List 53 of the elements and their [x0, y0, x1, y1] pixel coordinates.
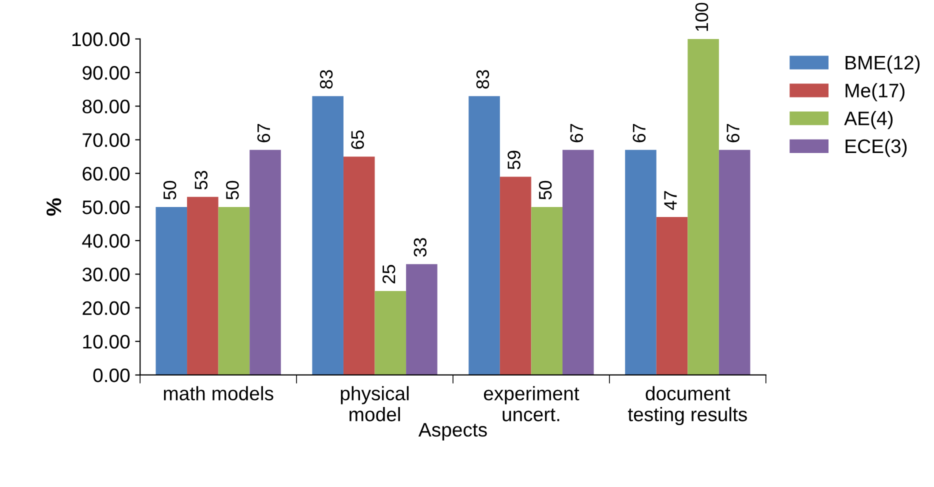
bar	[250, 150, 281, 375]
bar	[343, 156, 375, 375]
legend-label: Me(17)	[846, 83, 904, 102]
x-axis-title: Aspects	[418, 423, 487, 441]
bar	[312, 96, 344, 375]
data-label: 47	[664, 191, 677, 210]
bar	[374, 290, 406, 375]
y-tick-label: 10.00	[83, 334, 130, 349]
y-tick-label: 70.00	[82, 133, 130, 148]
bar	[406, 264, 438, 375]
y-tick-label: 40.00	[82, 234, 130, 248]
y-axis-title: %	[46, 198, 62, 216]
x-tick-label: physical model	[340, 386, 409, 422]
y-tick-label: 60.00	[82, 166, 130, 181]
data-label: 100	[695, 2, 708, 31]
data-label: 67	[570, 124, 583, 142]
data-label: 83	[476, 70, 490, 89]
y-tick-label: 30.00	[82, 268, 130, 282]
data-label: 53	[194, 170, 208, 190]
data-label: 25	[382, 264, 396, 284]
y-tick-label: 80.00	[82, 100, 130, 114]
data-label: 50	[538, 180, 552, 200]
x-tick-label: experiment uncert.	[484, 386, 580, 422]
y-tick-label: 20.00	[82, 301, 130, 316]
y-tick-label: 50.00	[82, 200, 130, 214]
data-label: 50	[163, 180, 176, 200]
y-tick-label: 100.00	[72, 32, 130, 46]
bar	[187, 196, 218, 375]
y-tick-label: 0.00	[93, 368, 130, 382]
bar	[500, 176, 532, 375]
data-label: 67	[632, 124, 646, 142]
data-label: 50	[226, 180, 239, 200]
bar	[531, 206, 562, 375]
y-tick-label: 90.00	[82, 66, 130, 80]
data-label: 67	[257, 124, 270, 142]
x-tick-label: document testing results	[628, 386, 747, 426]
bar	[656, 217, 688, 375]
data-label: 33	[414, 238, 427, 257]
legend-label: AE(4)	[844, 111, 893, 130]
bar	[468, 96, 500, 375]
data-label: 83	[320, 70, 333, 89]
x-tick-label: math models	[164, 386, 274, 400]
bar	[625, 150, 656, 375]
data-label: 59	[508, 150, 520, 170]
bar	[562, 150, 594, 375]
data-label: 65	[351, 130, 364, 149]
legend-label: BME(12)	[846, 55, 920, 74]
bar	[156, 206, 188, 375]
bar	[718, 150, 750, 375]
bar	[688, 38, 719, 375]
data-label: 67	[726, 124, 740, 142]
bar	[218, 206, 250, 375]
legend-label: ECE(3)	[846, 138, 907, 157]
